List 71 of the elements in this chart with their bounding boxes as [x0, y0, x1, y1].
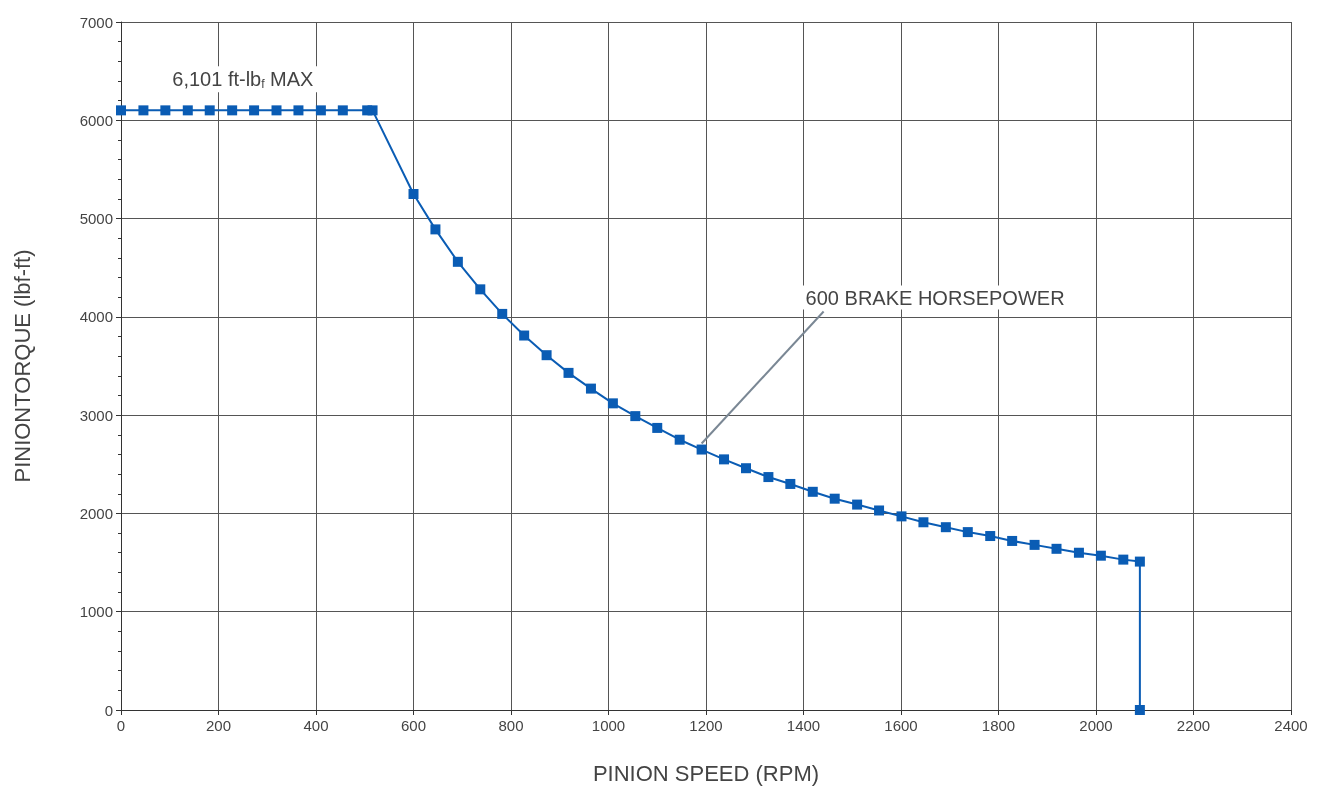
point: [652, 422, 663, 433]
y-tick-label: 3000: [79, 406, 113, 424]
x-tick-label: 800: [498, 717, 524, 734]
point: [1134, 705, 1145, 715]
point: [497, 308, 508, 319]
point: [674, 434, 685, 445]
point: [541, 350, 552, 361]
y-tick-label: 1000: [79, 603, 113, 621]
annotation: 600 BRAKE HORSEPOWER: [805, 286, 1065, 309]
point: [475, 284, 486, 295]
y-tick-label: 5000: [79, 210, 113, 228]
x-tick-label: 200: [205, 717, 232, 734]
point: [367, 105, 378, 116]
point: [271, 105, 282, 116]
point: [807, 486, 818, 497]
point: [696, 444, 707, 455]
point: [337, 105, 348, 116]
point: [315, 105, 326, 116]
x-tick-label: 2400: [1274, 717, 1308, 734]
x-tick-label: 0: [116, 717, 126, 734]
point: [918, 517, 929, 528]
point: [116, 105, 126, 116]
point: [249, 105, 260, 116]
point: [785, 478, 796, 489]
point: [985, 531, 996, 542]
point: [227, 105, 238, 116]
point: [160, 105, 171, 116]
point: [1007, 535, 1018, 546]
point: [896, 511, 907, 522]
x-tick-label: 1400: [786, 717, 821, 734]
point: [452, 256, 463, 267]
point: [1118, 554, 1129, 565]
x-tick-label: 2000: [1079, 717, 1113, 734]
point: [763, 472, 774, 483]
point: [182, 105, 193, 116]
x-tick-label: 1600: [884, 717, 918, 734]
point: [204, 105, 215, 116]
point: [519, 330, 530, 341]
point: [1095, 550, 1106, 561]
point: [1073, 547, 1084, 558]
point: [585, 383, 596, 394]
x-axis-title: PINION SPEED (RPM): [592, 760, 820, 786]
point: [1134, 556, 1145, 567]
point: [852, 499, 863, 510]
point: [293, 105, 304, 116]
y-tick-label: 2000: [79, 504, 113, 522]
x-tick-label: 400: [303, 717, 329, 734]
x-tick-label: 1200: [689, 717, 723, 734]
x-tick-label: 2200: [1176, 717, 1211, 734]
y-tick-label: 6000: [79, 111, 113, 129]
x-tick-label: 1000: [591, 717, 626, 734]
point: [719, 454, 730, 465]
point: [138, 105, 149, 116]
point: [607, 398, 618, 409]
y-tick-label: 7000: [79, 13, 113, 31]
point: [829, 493, 840, 504]
point: [874, 505, 885, 516]
x-tick-label: 600: [400, 717, 427, 734]
point: [740, 463, 751, 474]
y-tick-label: 0: [104, 701, 113, 719]
point: [962, 527, 973, 538]
point: [1029, 539, 1040, 550]
point: [408, 189, 419, 199]
point: [430, 224, 441, 235]
point: [1051, 543, 1062, 554]
point: [630, 411, 641, 422]
y-tick-label: 4000: [79, 308, 113, 326]
point: [940, 522, 951, 533]
x-tick-label: 1800: [981, 717, 1016, 734]
y-axis-title: PINIONTORQUE (lbf-ft): [9, 249, 35, 483]
point: [563, 367, 574, 378]
